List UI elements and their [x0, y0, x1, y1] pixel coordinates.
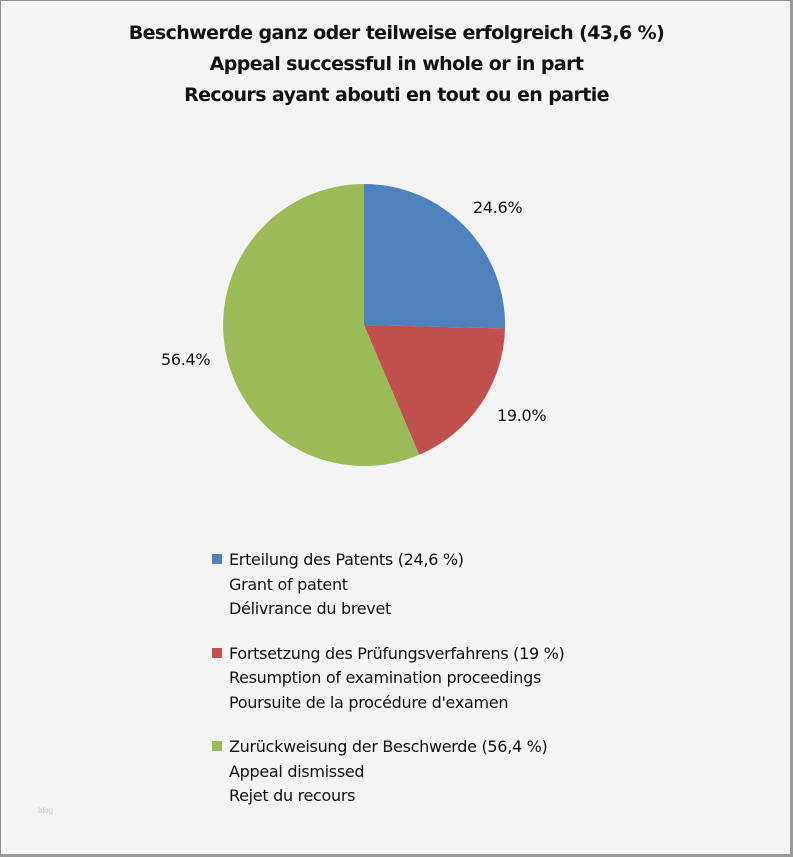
- slice-appeal-dismissed: [223, 184, 420, 466]
- legend-label-en: Grant of patent: [229, 574, 348, 594]
- legend-item-grant: Erteilung des Patents (24,6 %) Grant of …: [212, 548, 565, 622]
- legend-label-de: Zurückweisung der Beschwerde (56,4 %): [229, 737, 548, 756]
- chart-legend: Erteilung des Patents (24,6 %) Grant of …: [212, 548, 565, 829]
- legend-swatch-blue: [212, 554, 222, 564]
- legend-label-fr: Poursuite de la procédure d'examen: [229, 692, 509, 712]
- title-line-de: Beschwerde ganz oder teilweise erfolgrei…: [128, 22, 665, 44]
- legend-label-en: Appeal dismissed: [229, 761, 365, 781]
- legend-item-resumption: Fortsetzung des Prüfungsverfahrens (19 %…: [212, 642, 565, 716]
- legend-item-dismissed: Zurückweisung der Beschwerde (56,4 %) Ap…: [212, 735, 565, 809]
- legend-swatch-red: [212, 647, 222, 658]
- data-label-grant: 24.6%: [473, 198, 523, 217]
- data-label-dismissed: 56.4%: [161, 350, 211, 369]
- data-label-resumption: 19.0%: [497, 406, 547, 425]
- legend-swatch-green: [212, 741, 222, 751]
- chart-title: Beschwerde ganz oder teilweise erfolgrei…: [0, 18, 793, 111]
- legend-label-en: Resumption of examination proceedings: [229, 668, 542, 687]
- legend-label-de: Erteilung des Patents (24,6 %): [229, 550, 464, 569]
- legend-label-fr: Rejet du recours: [229, 786, 356, 805]
- slice-resumption-of-examination: [364, 325, 505, 455]
- legend-label-de: Fortsetzung des Prüfungsverfahrens (19 %…: [229, 643, 565, 663]
- watermark: blog: [38, 806, 54, 815]
- slice-grant-of-patent: [364, 184, 506, 329]
- legend-label-fr: Délivrance du brevet: [229, 599, 391, 618]
- title-line-en: Appeal successful in whole or in part: [209, 53, 584, 75]
- title-line-fr: Recours ayant abouti en tout ou en parti…: [184, 84, 609, 106]
